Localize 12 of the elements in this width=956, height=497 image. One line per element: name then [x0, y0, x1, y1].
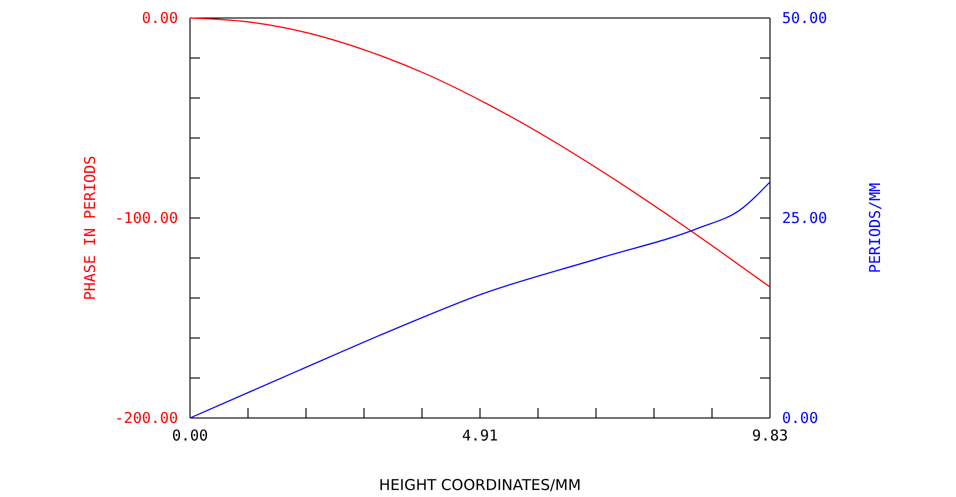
y-tick-label: -100.00	[114, 208, 178, 227]
y2-axis-title: PERIODS/MM	[866, 182, 884, 274]
y2-tick-label: 25.00	[782, 208, 828, 227]
x-tick-label: 0.00	[172, 426, 208, 445]
y2-tick-label: 0.00	[782, 408, 818, 427]
x-tick-label: 4.91	[462, 426, 498, 445]
y2-tick-label: 50.00	[782, 8, 828, 27]
y-tick-label: 0.00	[142, 8, 178, 27]
y-axis-title: PHASE IN PERIODS	[81, 156, 99, 300]
x-axis-title: HEIGHT COORDINATES/MM	[379, 476, 581, 494]
x-tick-label: 9.83	[752, 426, 788, 445]
y-tick-label: -200.00	[114, 408, 178, 427]
